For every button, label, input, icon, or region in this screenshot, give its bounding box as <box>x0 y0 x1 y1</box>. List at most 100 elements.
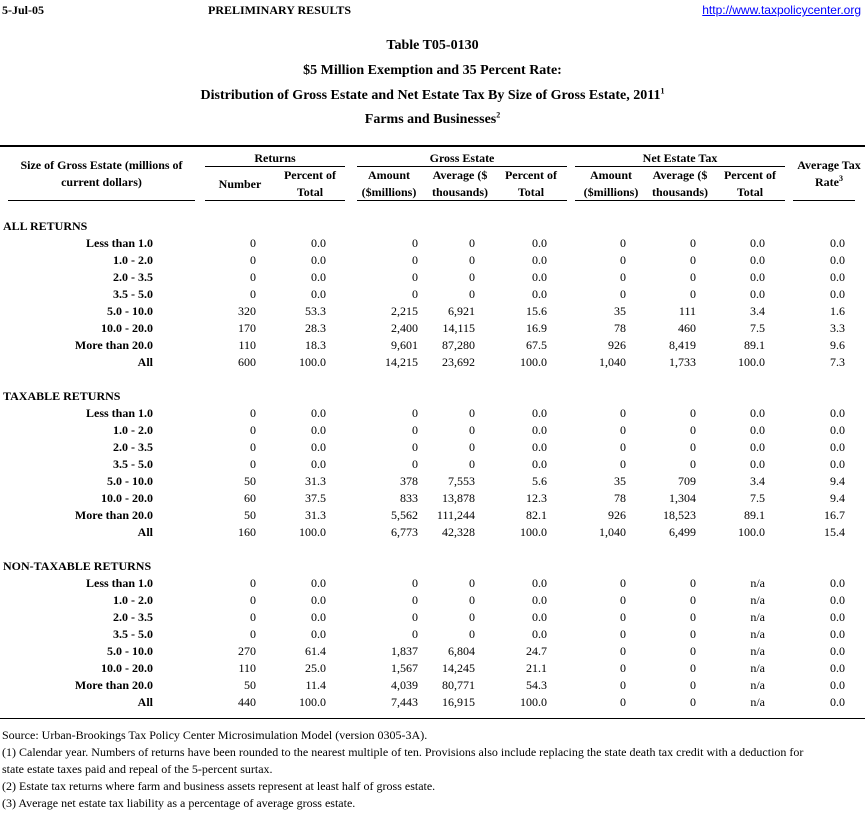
rule <box>357 200 567 201</box>
cell: 7,443 <box>391 695 418 709</box>
cell: 1.6 <box>830 304 845 318</box>
cell: 21.1 <box>526 661 547 675</box>
cell: 16.7 <box>824 508 845 522</box>
cell: 0 <box>250 287 256 301</box>
cell: 111 <box>678 304 696 318</box>
cell: 7.5 <box>750 321 765 335</box>
section-title: NON-TAXABLE RETURNS <box>3 559 152 573</box>
cell: 0 <box>250 457 256 471</box>
cell: 0 <box>469 610 475 624</box>
cell: 0 <box>620 440 626 454</box>
cell: 460 <box>678 321 696 335</box>
cell: 6,773 <box>391 525 418 539</box>
cell: 80,771 <box>442 678 475 692</box>
title-text: Farms and Businesses <box>364 112 497 127</box>
cell: 0.0 <box>311 610 326 624</box>
cell: 110 <box>238 661 256 675</box>
cell: 1,040 <box>599 525 626 539</box>
row-label: 2.0 - 3.5 <box>113 440 153 454</box>
cell: 0 <box>250 627 256 641</box>
column-header: Number <box>218 176 262 191</box>
cell: 0 <box>620 287 626 301</box>
cell: 0.0 <box>532 406 547 420</box>
cell: 0.0 <box>532 593 547 607</box>
cell: 0.0 <box>830 236 845 250</box>
cell: 0 <box>690 610 696 624</box>
cell: 111,244 <box>436 508 475 522</box>
cell: 0 <box>250 423 256 437</box>
cell: 0 <box>250 576 256 590</box>
row-label: 3.5 - 5.0 <box>113 457 153 471</box>
cell: 9.4 <box>830 474 845 488</box>
cell: 0 <box>620 661 626 675</box>
cell: 37.5 <box>305 491 326 505</box>
cell: 0 <box>469 406 475 420</box>
cell: n/a <box>750 661 765 675</box>
cell: 110 <box>238 338 256 352</box>
cell: 0.0 <box>532 236 547 250</box>
cell: 9.4 <box>830 491 845 505</box>
cell: 100.0 <box>520 695 547 709</box>
cell: 53.3 <box>305 304 326 318</box>
row-label: More than 20.0 <box>74 508 153 522</box>
footnote-ref: 1 <box>660 86 665 96</box>
cell: 600 <box>238 355 256 369</box>
cell: 1,304 <box>669 491 696 505</box>
cell: 0 <box>690 593 696 607</box>
cell: 0.0 <box>750 440 765 454</box>
cell: 9.6 <box>830 338 845 352</box>
cell: 0.0 <box>830 406 845 420</box>
cell: 54.3 <box>526 678 547 692</box>
cell: 100.0 <box>520 525 547 539</box>
cell: 0 <box>412 593 418 607</box>
url-link[interactable]: http://www.taxpolicycenter.org <box>702 3 861 17</box>
cell: 0.0 <box>830 695 845 709</box>
cell: 0 <box>469 576 475 590</box>
cell: 78 <box>614 321 626 335</box>
cell: 0 <box>250 593 256 607</box>
row-label: 1.0 - 2.0 <box>113 423 153 437</box>
cell: 0 <box>469 627 475 641</box>
cell: 0.0 <box>750 287 765 301</box>
footnotes: Source: Urban-Brookings Tax Policy Cente… <box>2 727 822 812</box>
cell: 0 <box>412 423 418 437</box>
cell: 100.0 <box>738 525 765 539</box>
date: 5-Jul-05 <box>2 3 44 17</box>
footnote-ref: 2 <box>496 110 501 120</box>
cell: 0.0 <box>532 610 547 624</box>
cell: 100.0 <box>738 355 765 369</box>
cell: 15.4 <box>824 525 845 539</box>
cell: 0 <box>620 406 626 420</box>
cell: 0.0 <box>532 270 547 284</box>
cell: 0 <box>412 440 418 454</box>
title-line: Farms and Businesses2 <box>0 110 865 128</box>
cell: n/a <box>750 593 765 607</box>
cell: 35 <box>614 304 626 318</box>
cell: 78 <box>614 491 626 505</box>
row-label: 3.5 - 5.0 <box>113 627 153 641</box>
cell: 14,215 <box>385 355 418 369</box>
cell: 0 <box>412 610 418 624</box>
rate-text: Average Tax Rate3 <box>793 157 865 191</box>
cell: 0.0 <box>830 644 845 658</box>
cell: 0 <box>620 627 626 641</box>
cell: 89.1 <box>744 338 765 352</box>
cell: 28.3 <box>305 321 326 335</box>
title-line: Distribution of Gross Estate and Net Est… <box>0 86 865 104</box>
cell: 0.0 <box>532 423 547 437</box>
cell: 0.0 <box>750 406 765 420</box>
cell: 0 <box>469 423 475 437</box>
cell: 170 <box>238 321 256 335</box>
cell: 0 <box>620 253 626 267</box>
cell: 926 <box>608 508 626 522</box>
cell: 0.0 <box>750 423 765 437</box>
cell: 0 <box>620 644 626 658</box>
cell: 13,878 <box>442 491 475 505</box>
row-label: All <box>137 525 153 539</box>
cell: 16.9 <box>526 321 547 335</box>
cell: 0 <box>412 236 418 250</box>
cell: 0.0 <box>830 593 845 607</box>
column-header: Amount ($millions) <box>583 168 639 199</box>
cell: 7,553 <box>448 474 475 488</box>
